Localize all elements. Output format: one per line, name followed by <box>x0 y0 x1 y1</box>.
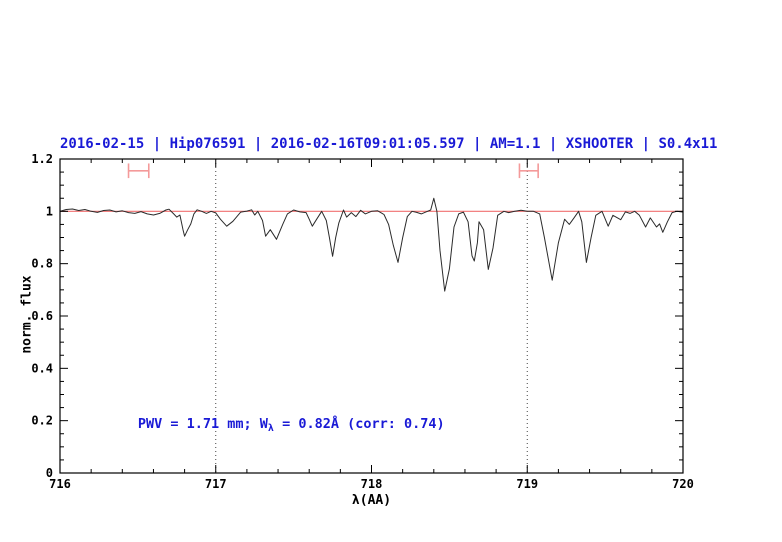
y-tick-label: 0 <box>46 466 53 480</box>
annotation-suffix: = 0.82Å (corr: 0.74) <box>273 415 445 432</box>
y-tick-label: 0.4 <box>31 361 53 375</box>
spectrum-line <box>59 197 684 292</box>
y-tick-label: 1 <box>46 204 53 218</box>
x-axis-label: λ(AA) <box>351 493 392 508</box>
x-tick-label: 720 <box>672 477 694 491</box>
x-tick-label: 719 <box>516 477 538 491</box>
pwv-annotation: PWV = 1.71 mm; Wλ = 0.82Å (corr: 0.74) <box>138 416 445 434</box>
x-tick-label: 717 <box>205 477 227 491</box>
band-marker <box>518 163 539 179</box>
y-tick-label: 0.2 <box>31 414 53 428</box>
annotation-prefix: PWV = 1.71 mm; W <box>137 415 268 432</box>
annotation-lambda-subscript: λ <box>267 422 274 434</box>
x-tick-label: 718 <box>361 477 383 491</box>
y-tick-label: 1.2 <box>31 152 53 166</box>
y-tick-label: 0.8 <box>31 257 53 271</box>
x-tick-label: 716 <box>49 477 71 491</box>
y-tick-label: 0.6 <box>31 309 53 323</box>
plot-title: 2016-02-15 | Hip076591 | 2016-02-16T09:0… <box>60 136 718 152</box>
band-marker <box>127 163 150 179</box>
